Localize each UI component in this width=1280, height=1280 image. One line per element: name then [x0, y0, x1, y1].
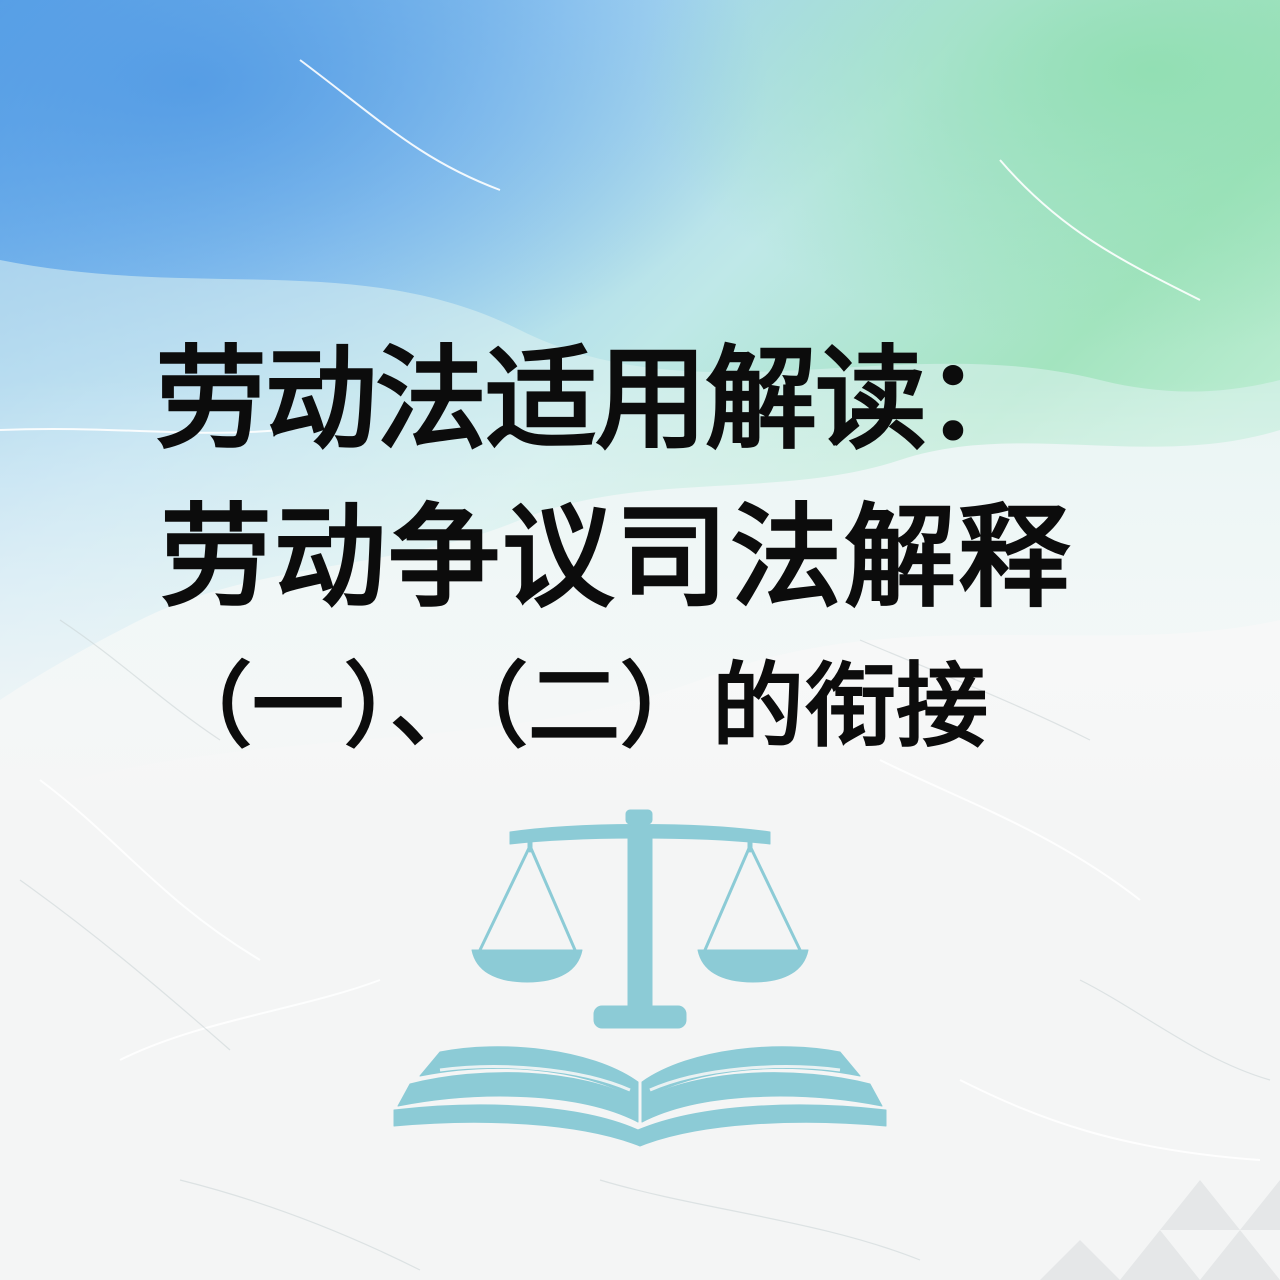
title-line-2: 劳动争议司法解释 — [160, 492, 1072, 623]
scales-of-justice-on-open-book-icon — [393, 809, 887, 1147]
title-line-1: 劳动法适用解读： — [155, 334, 1037, 465]
title-line-3: （一）、（二）的衔接 — [160, 652, 989, 760]
